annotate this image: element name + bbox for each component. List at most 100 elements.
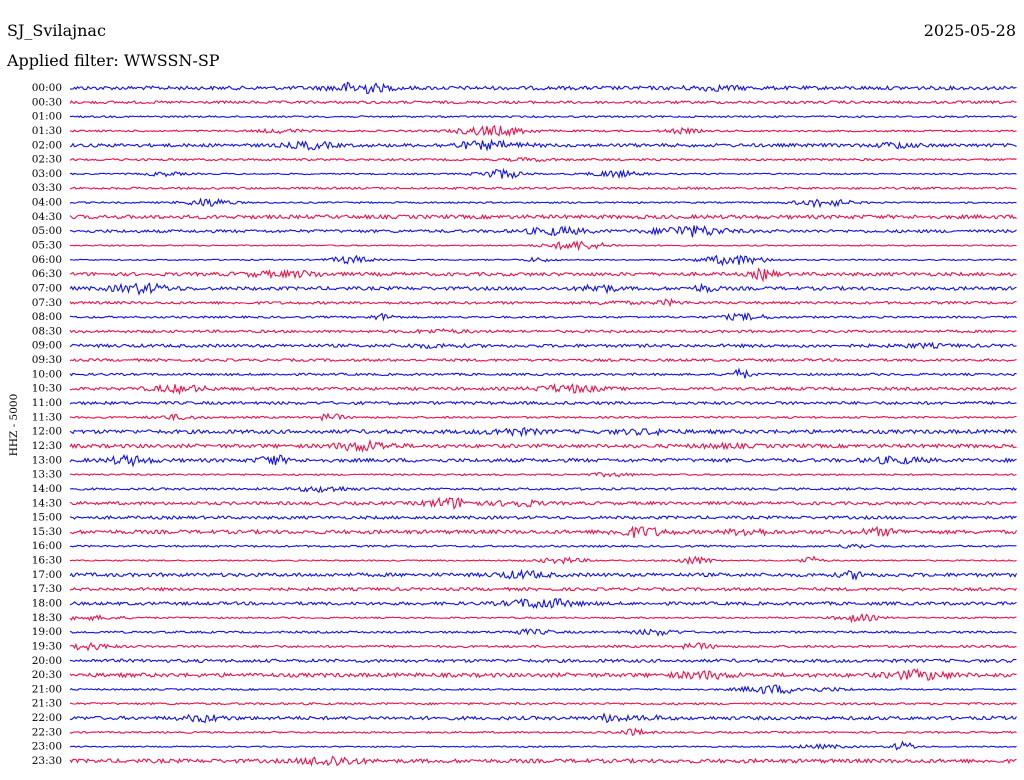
time-label: 10:00 bbox=[32, 368, 62, 380]
time-label: 21:00 bbox=[32, 683, 62, 695]
time-label: 07:00 bbox=[32, 282, 62, 294]
trace bbox=[69, 627, 1017, 637]
trace bbox=[69, 496, 1017, 510]
trace bbox=[69, 311, 1017, 322]
trace bbox=[69, 197, 1017, 209]
trace bbox=[69, 684, 1017, 695]
time-label: 13:00 bbox=[32, 454, 62, 466]
trace bbox=[69, 100, 1017, 105]
trace bbox=[69, 612, 1017, 624]
time-label: 16:00 bbox=[32, 540, 62, 552]
trace bbox=[69, 667, 1017, 681]
time-label: 08:30 bbox=[32, 325, 62, 337]
time-label: 20:30 bbox=[32, 669, 62, 681]
axis-label: HHZ - 5000 bbox=[8, 394, 20, 457]
trace bbox=[69, 357, 1017, 363]
time-label: 19:30 bbox=[32, 640, 62, 652]
time-label: 14:00 bbox=[32, 483, 62, 495]
trace bbox=[69, 138, 1017, 152]
trace bbox=[69, 438, 1017, 453]
time-label: 03:30 bbox=[32, 182, 62, 194]
trace bbox=[69, 597, 1017, 610]
trace bbox=[69, 525, 1017, 538]
time-label: 00:30 bbox=[32, 96, 62, 108]
trace bbox=[69, 740, 1017, 751]
trace bbox=[69, 426, 1017, 438]
time-label: 10:30 bbox=[32, 383, 62, 395]
time-label: 09:00 bbox=[32, 340, 62, 352]
time-label: 05:30 bbox=[32, 240, 62, 252]
time-label: 23:30 bbox=[32, 755, 62, 767]
trace bbox=[69, 367, 1017, 379]
trace bbox=[69, 81, 1017, 95]
station-name: SJ_Svilajnac bbox=[7, 21, 106, 40]
trace bbox=[69, 400, 1017, 406]
trace bbox=[70, 701, 1017, 706]
trace bbox=[69, 727, 1017, 737]
time-label: 14:30 bbox=[32, 497, 62, 509]
trace bbox=[69, 641, 1017, 652]
trace bbox=[69, 282, 1017, 296]
time-label: 00:00 bbox=[32, 82, 62, 94]
trace bbox=[69, 568, 1018, 582]
trace bbox=[69, 712, 1017, 724]
time-label: 12:30 bbox=[32, 440, 62, 452]
trace bbox=[69, 472, 1017, 478]
trace bbox=[69, 213, 1017, 220]
trace bbox=[69, 543, 1017, 549]
time-label: 06:00 bbox=[32, 254, 62, 266]
trace bbox=[69, 297, 1017, 308]
trace bbox=[69, 755, 1017, 767]
time-label: 17:00 bbox=[32, 569, 62, 581]
time-label: 12:00 bbox=[32, 426, 62, 438]
time-label: 06:30 bbox=[32, 268, 62, 280]
time-label: 17:30 bbox=[32, 583, 62, 595]
time-label: 19:00 bbox=[32, 626, 62, 638]
trace bbox=[69, 412, 1017, 422]
time-label: 09:30 bbox=[32, 354, 62, 366]
trace bbox=[69, 341, 1017, 350]
trace bbox=[69, 267, 1017, 283]
time-label: 11:30 bbox=[32, 411, 62, 423]
time-label: 07:30 bbox=[32, 297, 62, 309]
time-label: 05:00 bbox=[32, 225, 62, 237]
time-label: 02:00 bbox=[32, 139, 62, 151]
trace bbox=[69, 514, 1017, 521]
trace bbox=[69, 555, 1017, 566]
time-label: 16:30 bbox=[32, 555, 62, 567]
trace bbox=[69, 327, 1017, 335]
trace bbox=[69, 254, 1017, 267]
trace bbox=[69, 167, 1017, 180]
trace bbox=[69, 382, 1017, 396]
trace bbox=[69, 124, 1017, 138]
time-label: 18:30 bbox=[32, 612, 62, 624]
time-label: 01:00 bbox=[32, 111, 62, 123]
time-label: 03:00 bbox=[32, 168, 62, 180]
trace bbox=[69, 225, 1017, 238]
time-label: 23:00 bbox=[32, 741, 62, 753]
time-label: 13:30 bbox=[32, 469, 62, 481]
trace bbox=[69, 114, 1017, 119]
date: 2025-05-28 bbox=[924, 21, 1016, 40]
trace bbox=[69, 239, 1017, 252]
time-label: 15:00 bbox=[32, 512, 62, 524]
time-label: 04:30 bbox=[32, 211, 62, 223]
time-label: 11:00 bbox=[32, 397, 62, 409]
time-label: 22:30 bbox=[32, 726, 62, 738]
filter-label: Applied filter: WWSSN-SP bbox=[6, 51, 220, 70]
time-label: 20:00 bbox=[32, 655, 62, 667]
trace bbox=[69, 658, 1017, 664]
trace bbox=[69, 454, 1017, 468]
time-label: 21:30 bbox=[32, 698, 62, 710]
trace bbox=[69, 586, 1017, 592]
time-label: 22:00 bbox=[32, 712, 62, 724]
time-label: 08:00 bbox=[32, 311, 62, 323]
trace bbox=[69, 186, 1017, 191]
time-label: 01:30 bbox=[32, 125, 62, 137]
time-label: 02:30 bbox=[32, 154, 62, 166]
time-label: 18:00 bbox=[32, 597, 62, 609]
trace bbox=[69, 156, 1017, 163]
time-label: 04:00 bbox=[32, 197, 62, 209]
